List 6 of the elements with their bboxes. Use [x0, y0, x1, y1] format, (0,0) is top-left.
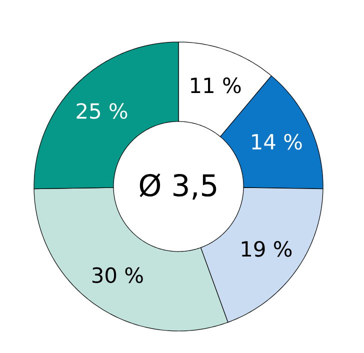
- data-label: 14 %: [252, 134, 302, 150]
- data-label: 25 %: [76, 103, 128, 119]
- data-label: 11 %: [191, 77, 241, 94]
- data-label: 30 %: [92, 267, 143, 284]
- text: Ø 3,5: [140, 173, 216, 200]
- data-label: 19 %: [242, 241, 292, 257]
